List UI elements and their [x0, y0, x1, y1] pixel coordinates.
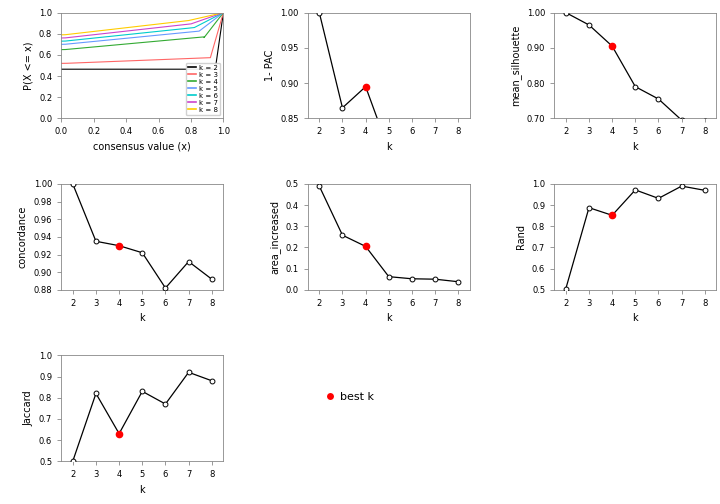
X-axis label: k: k [632, 313, 638, 324]
Y-axis label: Jaccard: Jaccard [23, 391, 33, 426]
Y-axis label: area_increased: area_increased [269, 200, 280, 274]
X-axis label: k: k [140, 313, 145, 324]
Y-axis label: Rand: Rand [516, 224, 526, 249]
X-axis label: k: k [632, 142, 638, 152]
Y-axis label: concordance: concordance [18, 206, 28, 268]
Y-axis label: 1- PAC: 1- PAC [265, 50, 274, 81]
X-axis label: consensus value (x): consensus value (x) [94, 142, 192, 152]
X-axis label: k: k [386, 142, 392, 152]
Legend: k = 2, k = 3, k = 4, k = 5, k = 6, k = 7, k = 8: k = 2, k = 3, k = 4, k = 5, k = 6, k = 7… [186, 62, 220, 115]
Legend: best k: best k [321, 388, 379, 406]
X-axis label: k: k [386, 313, 392, 324]
X-axis label: k: k [140, 485, 145, 495]
Y-axis label: mean_silhouette: mean_silhouette [510, 25, 521, 106]
Y-axis label: P(X <= x): P(X <= x) [23, 41, 33, 90]
